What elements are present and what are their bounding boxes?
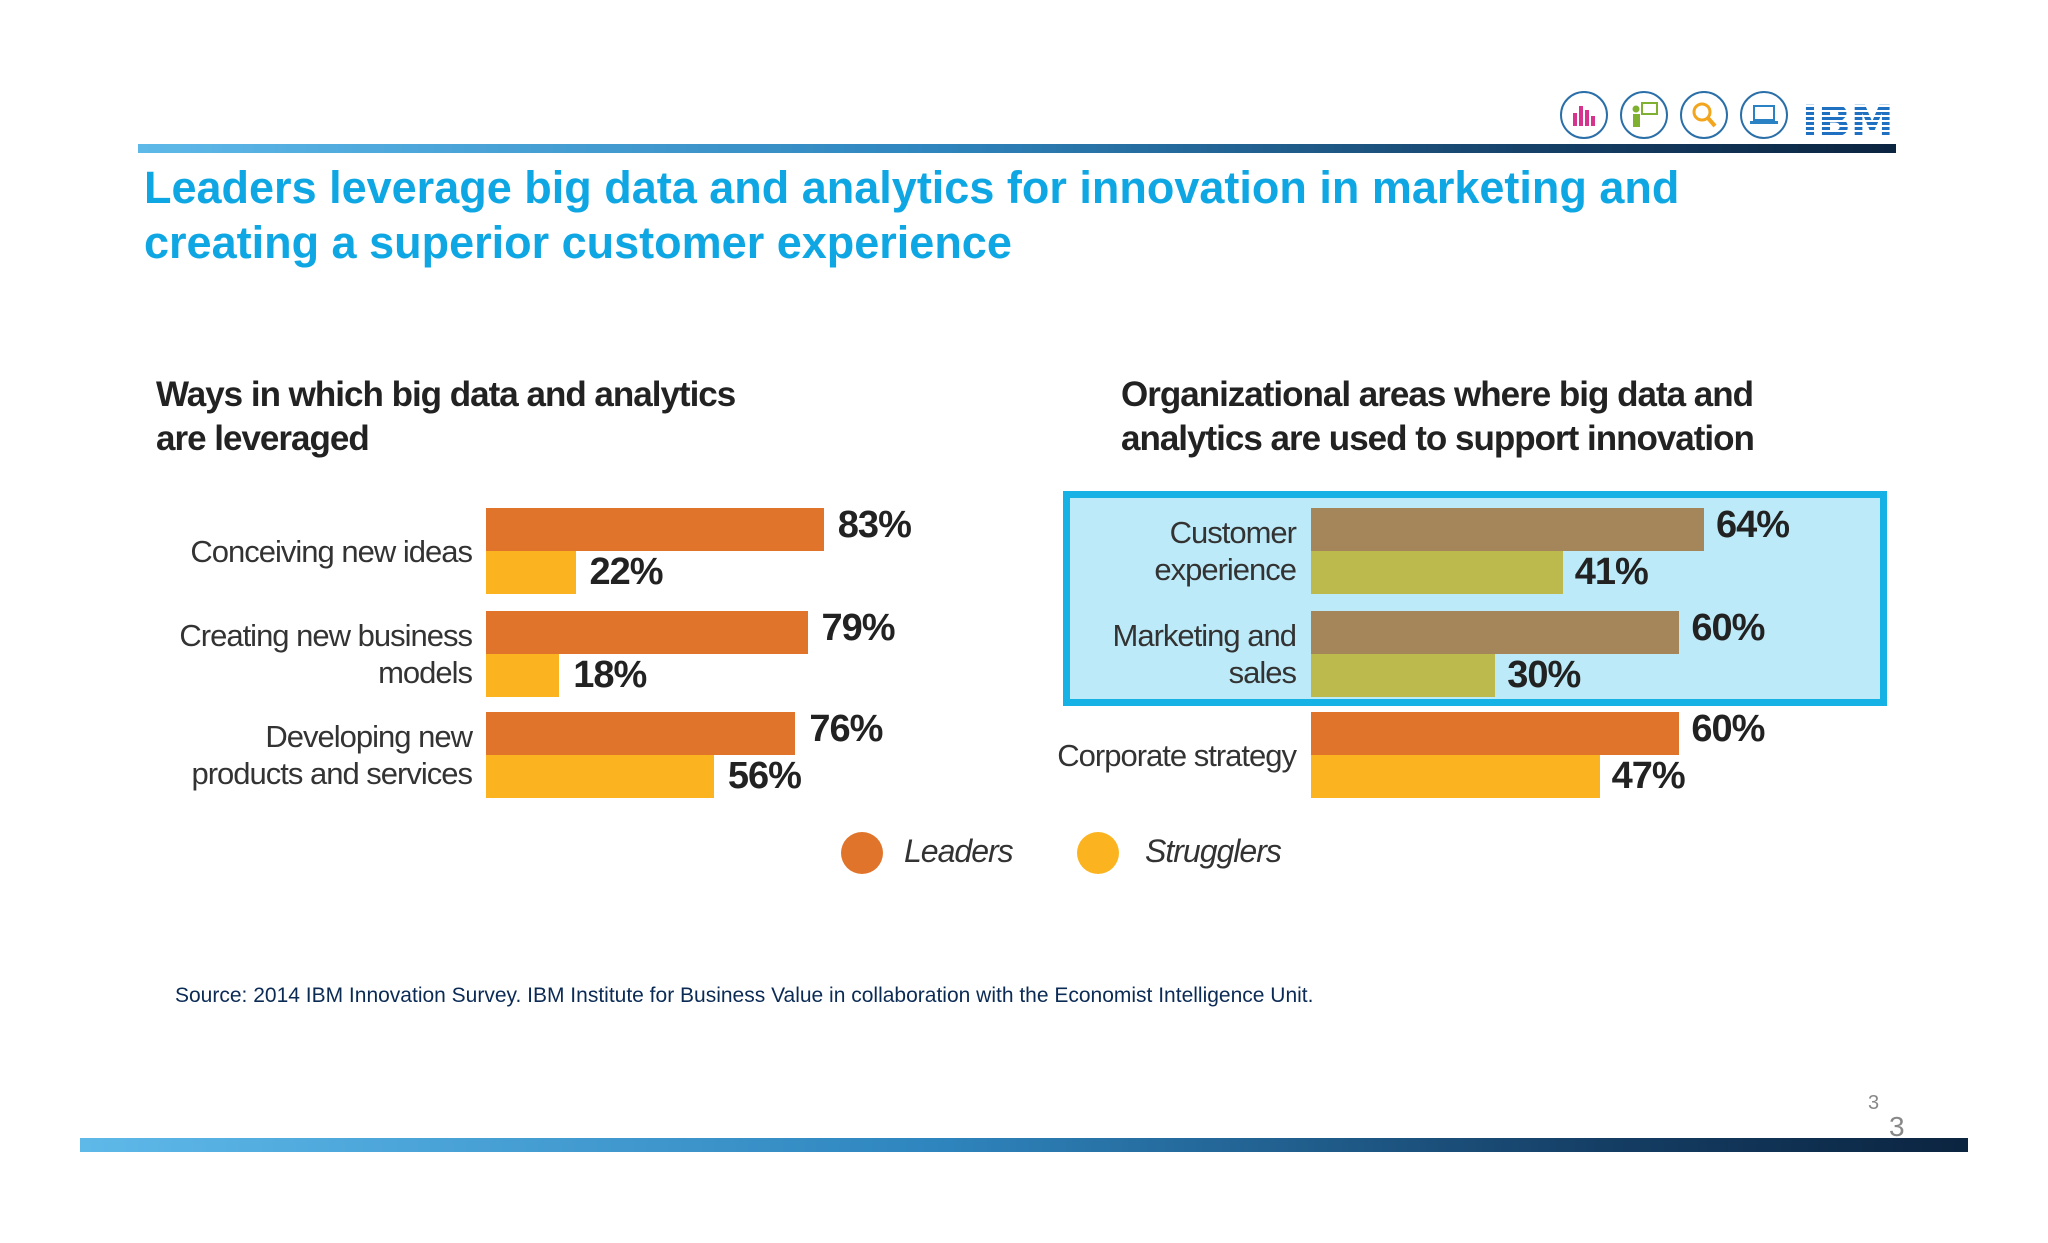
legend-dot-leaders [841,832,883,874]
data-label: 56% [727,755,802,797]
data-label: 60% [1691,607,1765,649]
category-label: Marketing and sales [836,617,1297,691]
category-label-line: Marketing and [1112,618,1297,653]
strugglers-bar [486,654,560,697]
category-label-line: Creating new business [179,618,473,653]
category-label: Corporate strategy [836,737,1297,774]
category-label: Conceiving new ideas [12,533,473,570]
page-number-large: 3 [1889,1111,1905,1142]
strugglers-bar [1311,551,1563,594]
bottom-rule [80,1138,1968,1152]
leaders-bar [1311,508,1704,551]
presenter-icon [1620,91,1668,139]
bar-chart-icon [1560,91,1608,139]
data-label: 18% [573,654,647,696]
leaders-bar [486,712,796,755]
category-label: Customer experience [836,514,1297,588]
data-label: 41% [1574,551,1649,593]
legend-label-strugglers: Strugglers [1145,833,1282,869]
category-label-line: Customer [1169,515,1297,550]
data-label: 22% [589,551,664,593]
ibm-logo: IBM [1800,92,1896,147]
right-chart-title: Organizational areas where big data and … [1121,375,1755,458]
category-label-line: sales [1228,655,1297,690]
leaders-bar [486,611,808,654]
strugglers-bar [1311,755,1600,798]
laptop-icon [1740,91,1788,139]
data-label: 64% [1715,504,1790,546]
data-label: 83% [837,504,912,546]
legend-label-leaders: Leaders [904,833,1014,869]
top-rule [138,144,1896,153]
data-label: 79% [821,607,896,649]
strugglers-bar [1311,654,1496,697]
leaders-bar [1311,611,1680,654]
category-label-line: products and services [191,756,473,791]
leaders-bar [486,508,824,551]
svg-text:IBM: IBM [1802,97,1894,142]
magnifier-icon [1680,91,1728,139]
data-label: 76% [809,708,883,750]
data-label: 47% [1611,755,1686,797]
category-label-line: experience [1154,552,1297,587]
strugglers-bar [486,551,576,594]
strugglers-bar [486,755,714,798]
category-label-line: Developing new [265,719,473,754]
category-label-line: Corporate strategy [1057,737,1297,773]
legend-dot-strugglers [1077,832,1119,874]
leaders-bar [1311,712,1680,755]
category-label-line: models [378,655,473,690]
source-note: Source: 2014 IBM Innovation Survey. IBM … [175,984,1314,1007]
data-label: 30% [1507,654,1581,696]
slide-title: Leaders leverage big data and analytics … [144,162,1680,268]
left-chart-title: Ways in which big data and analytics are… [156,375,736,458]
category-label-line: Conceiving new ideas [190,533,473,569]
page-number: 3 [1868,1092,1880,1114]
data-label: 60% [1691,708,1765,750]
category-label: Developing new products and services [12,718,473,792]
category-label: Creating new business models [12,617,473,691]
